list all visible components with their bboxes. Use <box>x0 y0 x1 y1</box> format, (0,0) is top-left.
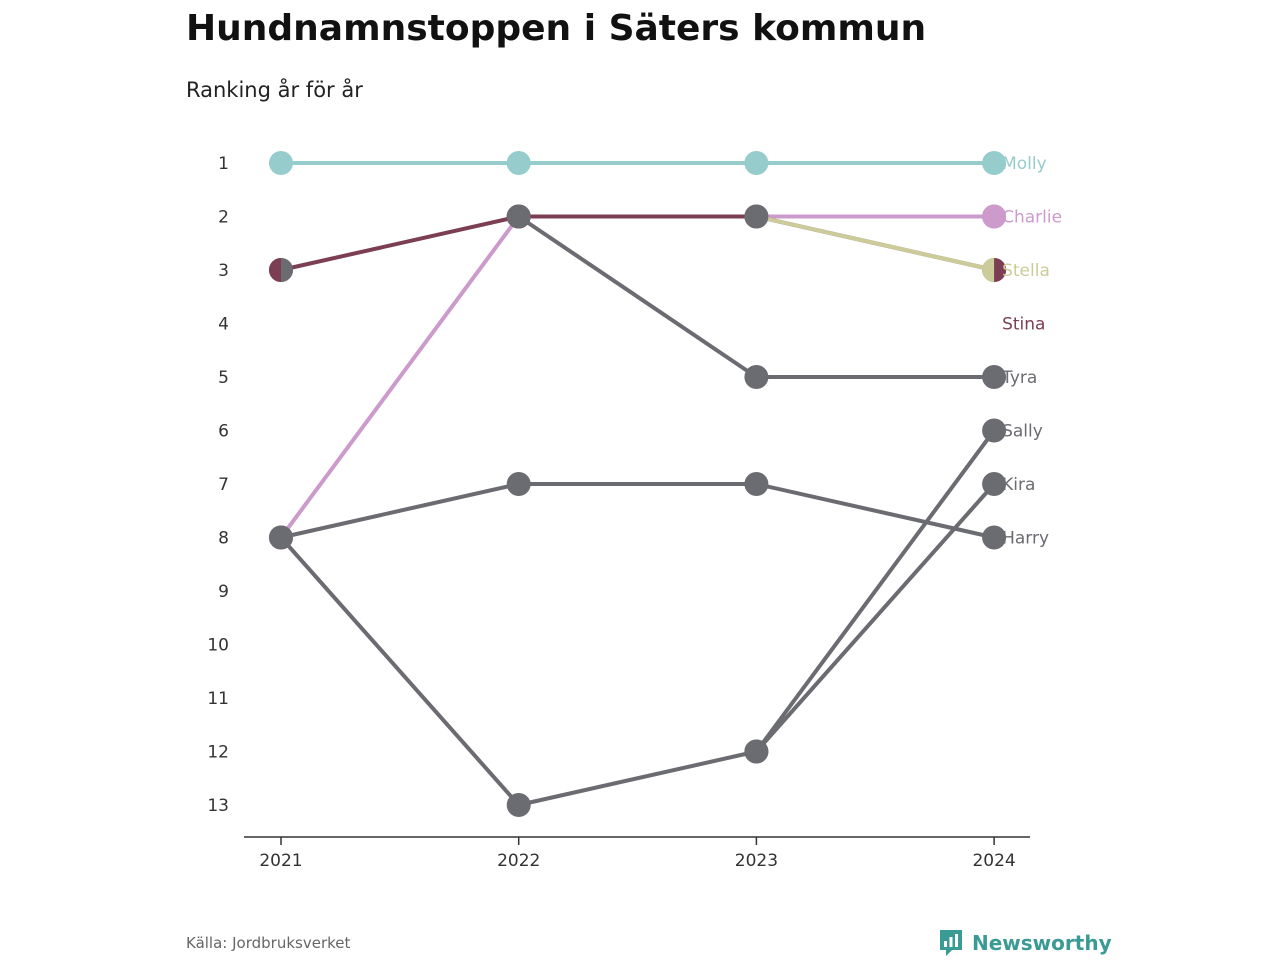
series-line-stella <box>754 214 997 272</box>
highlight-series <box>269 151 1007 550</box>
y-tick-label: 13 <box>207 796 229 816</box>
x-tick-label: 2024 <box>972 851 1015 871</box>
end-labels: Molly Charlie Stella Stina Tyra Sally Kira Harr… <box>1001 154 1062 549</box>
y-tick-label: 11 <box>207 689 229 709</box>
end-label-stella: Stella <box>1002 261 1050 281</box>
y-tick-label: 12 <box>207 743 229 763</box>
point-harry <box>506 472 531 496</box>
y-tick-label: 7 <box>218 475 229 495</box>
point-tyra <box>744 365 769 389</box>
point-context-overlap <box>506 204 531 229</box>
chart-subtitle: Ranking år för år <box>186 78 363 102</box>
point-harry <box>744 472 769 496</box>
newsworthy-logo-icon <box>940 930 962 956</box>
point-context-overlap <box>744 204 769 229</box>
point-stina-split <box>269 258 281 282</box>
end-label-tyra: Tyra <box>1001 368 1037 388</box>
point-molly <box>744 151 769 175</box>
point-context-overlap <box>269 525 293 550</box>
brand-logo[interactable]: Newsworthy <box>938 928 1112 958</box>
end-label-sally: Sally <box>1002 422 1043 442</box>
y-tick-label: 2 <box>218 208 229 228</box>
point-kira <box>744 739 769 764</box>
y-tick-label: 6 <box>218 422 229 442</box>
series-line-stina <box>279 214 997 272</box>
point-molly <box>982 151 1007 175</box>
y-tick-label: 1 <box>218 154 229 174</box>
series-line-sally <box>279 428 997 807</box>
brand-name: Newsworthy <box>972 931 1112 955</box>
y-tick-label: 3 <box>218 261 229 281</box>
point-kira <box>982 472 1007 496</box>
y-tick-label: 8 <box>218 529 229 549</box>
series-line-kira <box>754 482 997 754</box>
point-molly <box>506 151 531 175</box>
source-note: Källa: Jordbruksverket <box>186 934 351 952</box>
end-label-molly: Molly <box>1002 154 1047 174</box>
x-tick-label: 2021 <box>259 851 302 871</box>
point-sally <box>506 793 531 817</box>
point-charlie-end <box>982 204 1007 229</box>
point-tyra <box>982 365 1007 389</box>
series-line-harry <box>279 482 997 540</box>
end-label-kira: Kira <box>1002 475 1035 495</box>
y-tick-label: 5 <box>218 368 229 388</box>
end-label-stina: Stina <box>1002 315 1045 335</box>
point-harry <box>982 525 1007 550</box>
x-tick-label: 2022 <box>497 851 540 871</box>
context-series <box>269 204 1007 817</box>
chart-title: Hundnamnstoppen i Säters kommun <box>186 8 927 49</box>
point-stella-split <box>982 258 995 282</box>
series-line-tyra <box>516 214 997 379</box>
end-label-charlie: Charlie <box>1002 208 1062 228</box>
point-molly <box>269 151 293 175</box>
y-tick-label: 9 <box>218 582 229 602</box>
end-label-harry: Harry <box>1002 529 1049 549</box>
y-tick-label: 4 <box>218 315 229 335</box>
y-tick-label: 10 <box>207 636 229 656</box>
point-context-split <box>281 258 293 282</box>
x-tick-label: 2023 <box>735 851 778 871</box>
point-sally <box>982 418 1007 443</box>
point-stina-split <box>994 258 1007 282</box>
